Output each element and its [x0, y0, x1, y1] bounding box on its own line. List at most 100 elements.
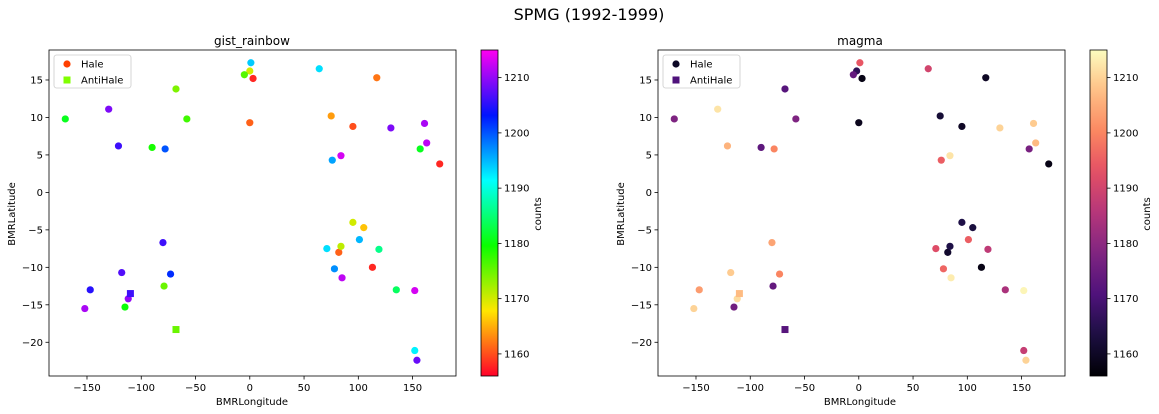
antihale-point [781, 326, 789, 334]
x-tick-label: −100 [128, 383, 155, 394]
x-tick-label: 150 [1012, 383, 1031, 394]
x-tick-label: −150 [682, 383, 709, 394]
hale-point [1001, 286, 1009, 294]
hale-point [924, 65, 932, 73]
hale-point [411, 346, 419, 355]
hale-point [792, 115, 800, 123]
hale-point [714, 105, 722, 113]
hale-point [118, 268, 126, 277]
hale-point [1020, 286, 1028, 295]
hale-point [375, 245, 383, 253]
left-chart-title: gist_rainbow [214, 34, 290, 48]
left-colorbar-label: counts [533, 197, 544, 230]
y-tick-label: 0 [37, 188, 43, 199]
hale-point [1022, 356, 1030, 364]
hale-point [349, 218, 357, 226]
hale-point [939, 265, 948, 273]
x-tick-label: −50 [794, 383, 815, 394]
hale-point [392, 286, 400, 294]
colorbar [480, 49, 499, 377]
right-chart-title: magma [837, 34, 883, 48]
hale-point [148, 143, 156, 152]
hale-point [768, 239, 776, 247]
hale-point [337, 242, 345, 250]
x-tick-label: 150 [403, 383, 422, 394]
colorbar-tick-label: 1170 [1113, 294, 1138, 305]
hale-point [413, 356, 421, 364]
hale-point [969, 224, 977, 232]
hale-point [670, 115, 678, 123]
legend-box [53, 54, 132, 89]
hale-point [946, 242, 954, 250]
colorbar-tick-label: 1200 [504, 128, 529, 139]
right-y-axis-label: BMRLatitude [616, 182, 627, 246]
hale-point [757, 143, 765, 152]
colorbar-tick-label: 1170 [504, 294, 529, 305]
hale-point [249, 74, 257, 83]
legend-marker-circle [672, 60, 680, 68]
hale-point [420, 119, 429, 128]
x-tick-label: 0 [856, 383, 862, 394]
y-tick-label: −10 [22, 263, 43, 274]
hale-point [247, 59, 255, 67]
x-tick-label: −150 [73, 383, 100, 394]
left-x-axis-label: BMRLongitude [216, 397, 288, 408]
y-tick-label: 5 [646, 150, 652, 161]
hale-point [323, 244, 331, 253]
hale-point [858, 74, 866, 83]
x-tick-label: 50 [298, 383, 311, 394]
hale-point [355, 236, 364, 244]
hale-point [727, 268, 735, 277]
y-tick-label: −5 [28, 225, 43, 236]
antihale-point [172, 326, 180, 334]
hale-point [81, 304, 89, 313]
colorbar-tick-label: 1210 [1113, 73, 1138, 84]
colorbar-tick-label: 1180 [504, 239, 529, 250]
hale-point [982, 74, 990, 82]
hale-point [436, 160, 444, 168]
legend-marker-square [63, 76, 71, 84]
right-x-axis-label: BMRLongitude [824, 397, 896, 408]
hale-point [944, 248, 952, 256]
hale-point [166, 270, 175, 278]
hale-point [1029, 119, 1038, 128]
hale-point [769, 282, 777, 290]
y-tick-label: 15 [639, 75, 652, 86]
y-tick-label: 10 [30, 113, 43, 124]
x-tick-label: 100 [958, 383, 977, 394]
hale-point [387, 124, 395, 132]
hale-point [160, 282, 168, 290]
hale-point [315, 65, 323, 73]
y-tick-label: −5 [637, 225, 652, 236]
antihale-point [126, 290, 134, 298]
plot-area-frame [657, 49, 1066, 377]
hale-point [246, 119, 254, 127]
legend: Hale AntiHale [662, 54, 741, 89]
hale-point [984, 245, 992, 253]
hale-point [105, 105, 113, 113]
hale-point [690, 304, 698, 313]
x-tick-label: 100 [349, 383, 368, 394]
y-tick-label: −15 [631, 300, 652, 311]
hale-point [977, 263, 986, 271]
hale-point [61, 115, 69, 123]
figure-suptitle: SPMG (1992-1999) [514, 5, 665, 24]
hale-point [770, 145, 778, 153]
hale-point [335, 248, 343, 256]
left-y-axis-label: BMRLatitude [7, 182, 18, 246]
hale-point [159, 239, 167, 247]
hale-point [246, 67, 254, 75]
x-tick-label: 0 [247, 383, 253, 394]
hale-point [327, 112, 335, 120]
legend-marker-circle [63, 60, 71, 68]
hale-point [1045, 160, 1053, 168]
hale-point [958, 218, 966, 226]
left-chart-panel: gist_rainbow BMRLongitude BMRLatitude co… [7, 34, 544, 408]
colorbar-tick-label: 1160 [504, 349, 529, 360]
colorbar-tick-label: 1190 [1113, 184, 1138, 195]
legend-label: Hale [690, 60, 713, 71]
hale-point [964, 236, 973, 244]
colorbar-tick-label: 1190 [504, 184, 529, 195]
hale-point [328, 156, 336, 164]
